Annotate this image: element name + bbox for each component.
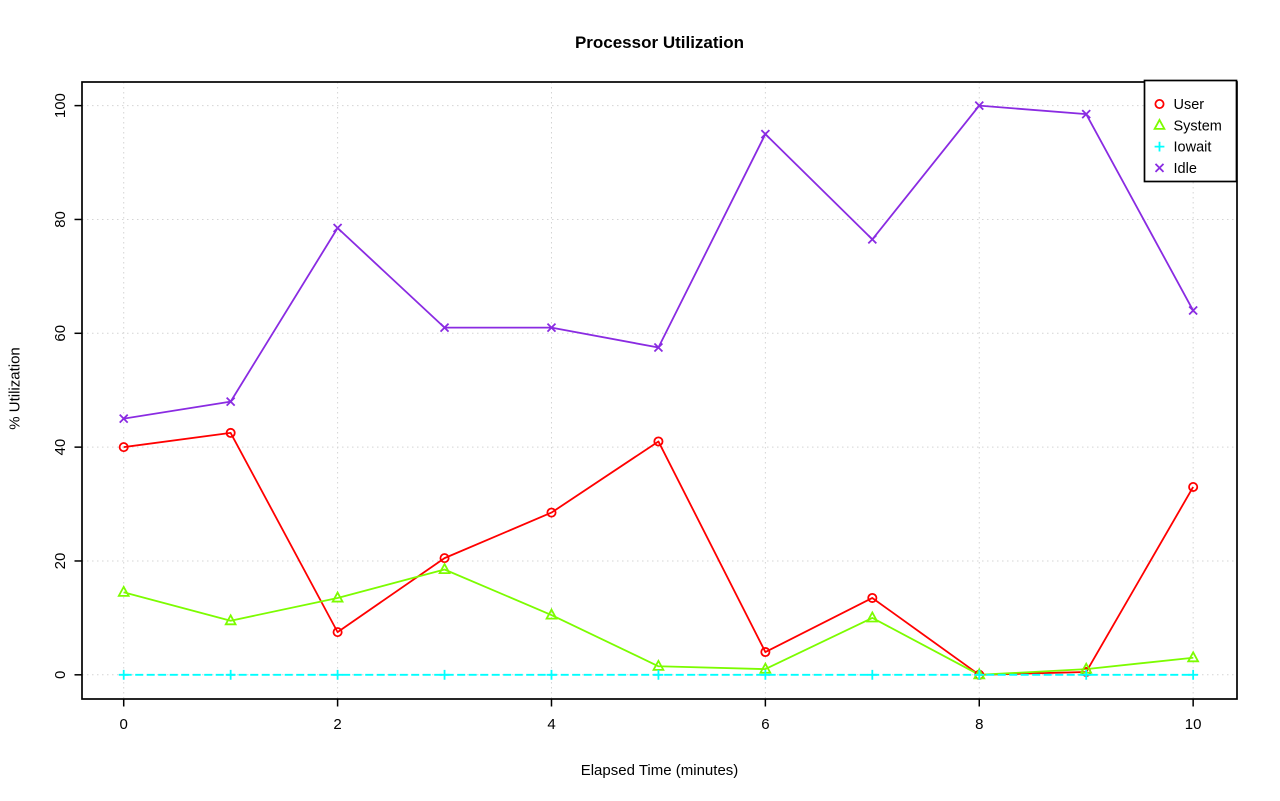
x-tick-label: 0: [120, 716, 128, 733]
data-point-marker: [331, 590, 345, 603]
x-tick-label: 4: [547, 716, 555, 733]
series-line-idle: [123, 104, 1194, 420]
series-line-system: [123, 568, 1194, 676]
y-tick-label: 40: [52, 439, 69, 456]
data-point-marker: [439, 322, 450, 333]
data-point-marker: [225, 427, 236, 438]
legend-label-system: System: [1174, 118, 1222, 134]
data-point-marker: [332, 669, 343, 680]
data-point-marker: [546, 507, 557, 518]
data-point-marker: [653, 342, 664, 353]
data-point-marker: [224, 613, 238, 626]
plot-frame: [81, 81, 1238, 700]
data-point-marker: [118, 669, 129, 680]
data-point-marker: [653, 436, 664, 447]
y-tick-label: 80: [52, 211, 69, 228]
data-point-marker: [1188, 669, 1199, 680]
data-point-marker: [1081, 109, 1091, 119]
data-point-marker: [545, 607, 558, 620]
x-tick-label: 8: [975, 716, 983, 733]
data-point-marker: [546, 669, 557, 680]
data-point-marker: [867, 592, 878, 603]
data-point-marker: [1186, 650, 1200, 663]
data-point-marker: [760, 129, 771, 139]
data-point-marker: [226, 396, 236, 407]
data-point-marker: [1153, 118, 1166, 130]
data-point-marker: [546, 322, 557, 333]
data-point-marker: [865, 610, 879, 623]
data-point-marker: [974, 100, 984, 111]
x-tick-label: 10: [1185, 716, 1202, 733]
data-point-marker: [439, 553, 450, 564]
data-point-marker: [867, 669, 878, 680]
y-tick-label: 60: [52, 325, 69, 342]
data-point-marker: [1188, 481, 1199, 492]
chart-title: Processor Utilization: [574, 33, 745, 52]
legend-label-user: User: [1174, 97, 1205, 113]
x-tick-label: 6: [761, 716, 769, 733]
data-point-marker: [867, 234, 877, 245]
data-point-marker: [760, 669, 771, 680]
data-point-marker: [332, 627, 343, 638]
data-point-marker: [438, 562, 451, 575]
x-tick-label: 2: [333, 716, 341, 733]
y-tick-label: 20: [52, 553, 69, 570]
y-axis-label: % Utilization: [6, 347, 24, 430]
legend-label-idle: Idle: [1174, 161, 1197, 177]
data-point-marker: [1081, 669, 1092, 680]
y-tick-label: 100: [52, 93, 69, 118]
data-point-marker: [439, 669, 450, 680]
legend-box: [1143, 79, 1238, 183]
data-point-marker: [332, 223, 343, 233]
data-point-marker: [225, 669, 236, 680]
data-point-marker: [1154, 99, 1165, 110]
data-point-marker: [652, 658, 665, 671]
series-line-user: [123, 432, 1194, 676]
data-point-marker: [1154, 163, 1165, 173]
y-tick-label: 0: [52, 671, 69, 679]
data-point-marker: [760, 647, 771, 658]
legend-label-iowait: Iowait: [1174, 140, 1212, 156]
x-axis-label: Elapsed Time (minutes): [580, 762, 739, 779]
data-point-marker: [119, 414, 129, 424]
data-point-marker: [117, 584, 131, 597]
data-point-marker: [1154, 141, 1165, 152]
data-point-marker: [974, 669, 985, 680]
data-point-marker: [118, 442, 129, 453]
data-point-marker: [1188, 305, 1198, 316]
data-point-marker: [653, 669, 664, 680]
